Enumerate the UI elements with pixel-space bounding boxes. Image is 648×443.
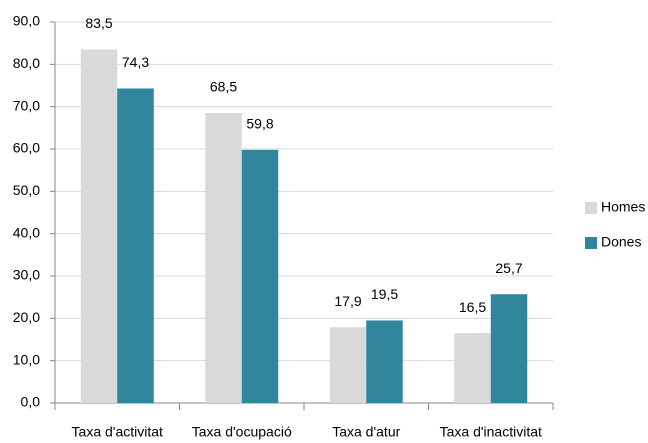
legend-label: Homes xyxy=(601,199,645,215)
value-label: 17,9 xyxy=(334,293,361,309)
y-tick-label: 80,0 xyxy=(13,55,40,71)
value-label: 68,5 xyxy=(210,79,237,95)
bar xyxy=(117,88,154,404)
bar xyxy=(80,49,118,404)
value-label: 19,5 xyxy=(371,286,398,302)
y-tick-label: 50,0 xyxy=(13,182,40,198)
y-tick-label: 90,0 xyxy=(13,13,40,29)
legend-swatch xyxy=(585,237,597,249)
legend-swatch xyxy=(585,202,597,214)
bar xyxy=(329,327,367,403)
y-tick-label: 30,0 xyxy=(13,267,40,283)
x-tick-label: Taxa d'inactivitat xyxy=(440,424,542,440)
bar xyxy=(454,333,491,403)
bar xyxy=(205,113,242,404)
value-label: 83,5 xyxy=(85,15,112,31)
y-tick-label: 60,0 xyxy=(13,140,40,156)
bar xyxy=(490,294,528,403)
y-tick-label: 70,0 xyxy=(13,97,40,113)
bar xyxy=(366,320,403,403)
value-label: 16,5 xyxy=(459,299,486,315)
legend-label: Dones xyxy=(601,234,641,250)
value-label: 59,8 xyxy=(246,116,273,132)
value-label: 74,3 xyxy=(122,54,149,70)
y-tick-label: 20,0 xyxy=(13,309,40,325)
y-tick-label: 0,0 xyxy=(21,394,41,410)
x-tick-label: Taxa d'atur xyxy=(332,424,400,440)
y-tick-label: 10,0 xyxy=(13,351,40,367)
y-tick-label: 40,0 xyxy=(13,224,40,240)
bar xyxy=(241,149,279,403)
x-tick-label: Taxa d'ocupació xyxy=(192,424,292,440)
x-tick-label: Taxa d'activitat xyxy=(72,424,163,440)
value-label: 25,7 xyxy=(495,260,522,276)
